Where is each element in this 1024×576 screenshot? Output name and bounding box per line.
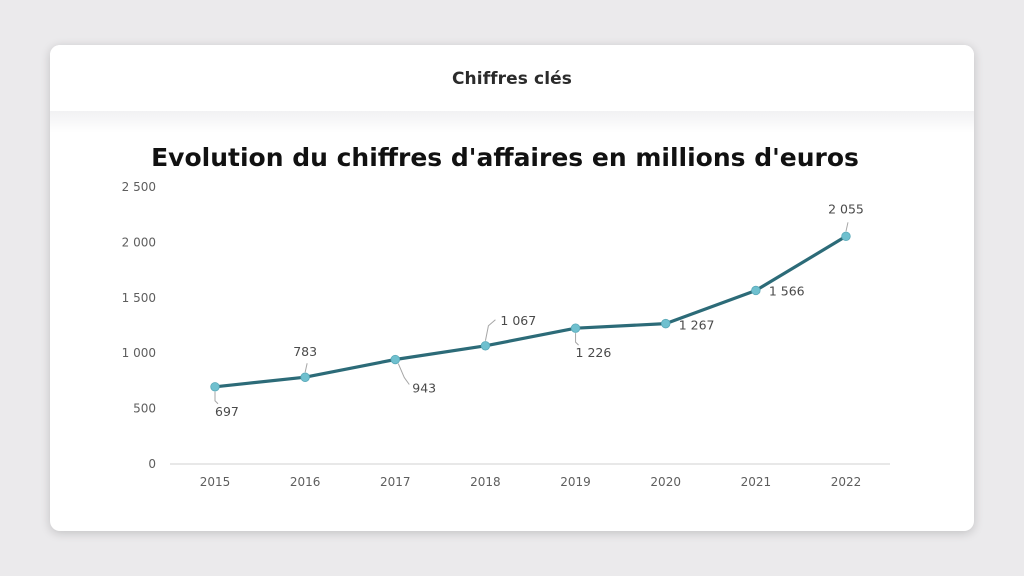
x-tick-label: 2022	[831, 475, 862, 489]
data-point-marker	[661, 318, 671, 329]
card-header-title: Chiffres clés	[451, 69, 572, 89]
label-leaders	[214, 222, 849, 405]
data-point-marker	[751, 285, 761, 296]
data-label: 697	[215, 404, 239, 419]
y-tick-label: 2 500	[122, 180, 156, 194]
x-tick-label: 2019	[560, 475, 591, 489]
label-leader	[845, 222, 849, 232]
chart-title: Evolution du chiffres d'affaires en mill…	[151, 143, 859, 172]
series-revenue	[210, 231, 851, 392]
x-tick-label: 2015	[200, 475, 231, 489]
data-point-marker	[300, 372, 310, 382]
x-tick-label: 2021	[741, 475, 772, 489]
key-figures-card: Chiffres clés Evolution du chiffres d'af…	[50, 45, 974, 531]
label-leader	[214, 391, 219, 405]
revenue-line-chart: Evolution du chiffres d'affaires en mill…	[122, 143, 890, 489]
label-leader	[397, 363, 410, 385]
label-leader	[575, 333, 579, 346]
data-point-marker	[210, 382, 220, 392]
data-point-marker	[841, 231, 851, 242]
label-leader	[484, 319, 496, 341]
data-label: 1 067	[500, 313, 536, 328]
data-label: 1 226	[576, 345, 612, 360]
data-label: 943	[412, 381, 436, 396]
y-tick-label: 1 500	[122, 291, 156, 305]
data-label: 783	[293, 344, 317, 359]
data-labels: 697 783 943 1 067 1 226 1 267 1 566 2 055	[215, 201, 864, 418]
x-tick-label: 2020	[650, 475, 681, 489]
label-leader	[304, 363, 308, 373]
data-label: 1 267	[679, 318, 715, 333]
y-tick-label: 0	[148, 457, 156, 471]
axes: 0 500 1 000 1 500 2 000 2 500 2015 2016 2017 2018…	[122, 180, 890, 489]
header-divider	[50, 111, 974, 133]
x-tick-label: 2016	[290, 475, 321, 489]
y-tick-label: 1 000	[122, 346, 156, 360]
data-point-marker	[480, 341, 491, 351]
x-tick-label: 2017	[380, 475, 411, 489]
card-header: Chiffres clés	[50, 45, 974, 113]
y-tick-label: 2 000	[122, 235, 156, 249]
data-point-marker	[570, 323, 581, 333]
data-label: 1 566	[769, 283, 805, 298]
series-line	[213, 234, 848, 389]
data-label: 2 055	[828, 201, 864, 216]
y-tick-label: 500	[133, 402, 156, 416]
data-point-marker	[390, 354, 400, 365]
x-tick-label: 2018	[470, 475, 501, 489]
